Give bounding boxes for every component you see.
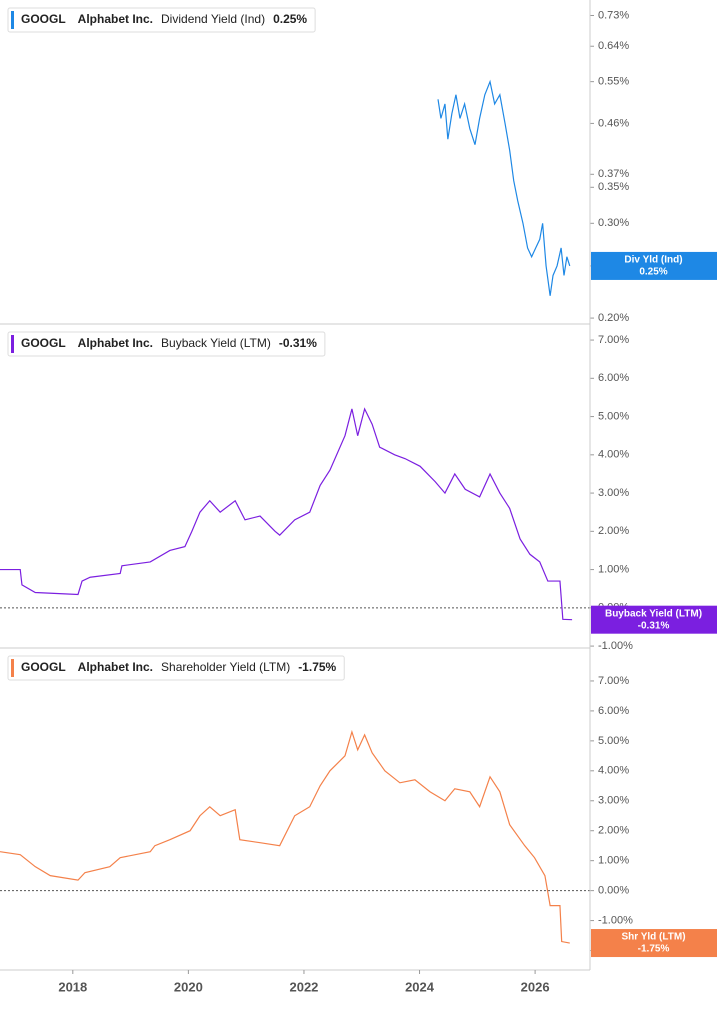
y-tick-label: 0.73% (598, 9, 629, 21)
header: GOOGL Alphabet Inc. Shareholder Yield (LTM… (7, 655, 345, 681)
y-tick-label: 0.64% (598, 40, 629, 52)
flag-label: Div Yld (Ind) (624, 255, 682, 266)
header-metric: Shareholder Yield (LTM) (161, 660, 290, 674)
y-tick-label: 4.00% (598, 449, 629, 461)
x-tick-label: 2018 (58, 979, 87, 994)
flag-value: -1.75% (638, 944, 670, 955)
header-company: Alphabet Inc. (78, 336, 153, 350)
line-series (0, 729, 570, 944)
y-tick-label: 2.00% (598, 525, 629, 537)
y-tick-label: -1.00% (598, 640, 633, 652)
header-ticker: GOOGL (21, 660, 66, 674)
flag-value: 0.25% (639, 267, 667, 278)
value-flag (591, 605, 717, 634)
header-value: 0.25% (273, 12, 307, 26)
header-metric: Buyback Yield (LTM) (161, 336, 271, 350)
flag-value: -0.31% (638, 620, 670, 631)
y-tick-label: 0.35% (598, 181, 629, 193)
y-tick-label: 3.00% (598, 487, 629, 499)
flag-label: Buyback Yield (LTM) (605, 608, 702, 619)
value-flag (591, 929, 717, 958)
y-tick-label: 0.20% (598, 312, 629, 324)
y-tick-label: 0.37% (598, 168, 629, 180)
x-tick-label: 2020 (174, 979, 203, 994)
x-tick-label: 2022 (289, 979, 318, 994)
y-tick-label: 7.00% (598, 675, 629, 687)
header-ticker: GOOGL (21, 336, 66, 350)
x-tick-label: 2026 (521, 979, 550, 994)
y-tick-label: -1.00% (598, 914, 633, 926)
header-company: Alphabet Inc. (78, 660, 153, 674)
y-tick-label: 5.00% (598, 410, 629, 422)
y-tick-label: 2.00% (598, 825, 629, 837)
y-tick-label: 0.46% (598, 117, 629, 129)
header-value: -0.31% (279, 336, 317, 350)
value-flag (591, 251, 717, 280)
flag-label: Shr Yld (LTM) (621, 932, 685, 943)
y-tick-label: 7.00% (598, 334, 629, 346)
header-box (7, 7, 316, 33)
y-tick-label: 6.00% (598, 705, 629, 717)
x-tick-label: 2024 (405, 979, 435, 994)
header-box (7, 331, 326, 357)
y-tick-label: 6.00% (598, 372, 629, 384)
header: GOOGL Alphabet Inc. Buyback Yield (LTM) -0.… (7, 331, 326, 357)
y-tick-label: 1.00% (598, 563, 629, 575)
header-ticker: GOOGL (21, 12, 66, 26)
header-color (11, 659, 14, 677)
y-tick-label: 3.00% (598, 795, 629, 807)
header: GOOGL Alphabet Inc. Dividend Yield (Ind) 0.… (7, 7, 316, 33)
y-tick-label: 5.00% (598, 735, 629, 747)
y-tick-label: 0.30% (598, 217, 629, 229)
line-series (0, 407, 573, 621)
header-color (11, 11, 14, 29)
line-series (437, 79, 571, 296)
header-metric: Dividend Yield (Ind) (161, 12, 265, 26)
header-value: -1.75% (298, 660, 336, 674)
header-box (7, 655, 345, 681)
header-company: Alphabet Inc. (78, 12, 153, 26)
header-color (11, 335, 14, 353)
y-tick-label: 4.00% (598, 765, 629, 777)
y-tick-label: 0.55% (598, 76, 629, 88)
y-tick-label: 0.00% (598, 885, 629, 897)
y-tick-label: 1.00% (598, 855, 629, 867)
